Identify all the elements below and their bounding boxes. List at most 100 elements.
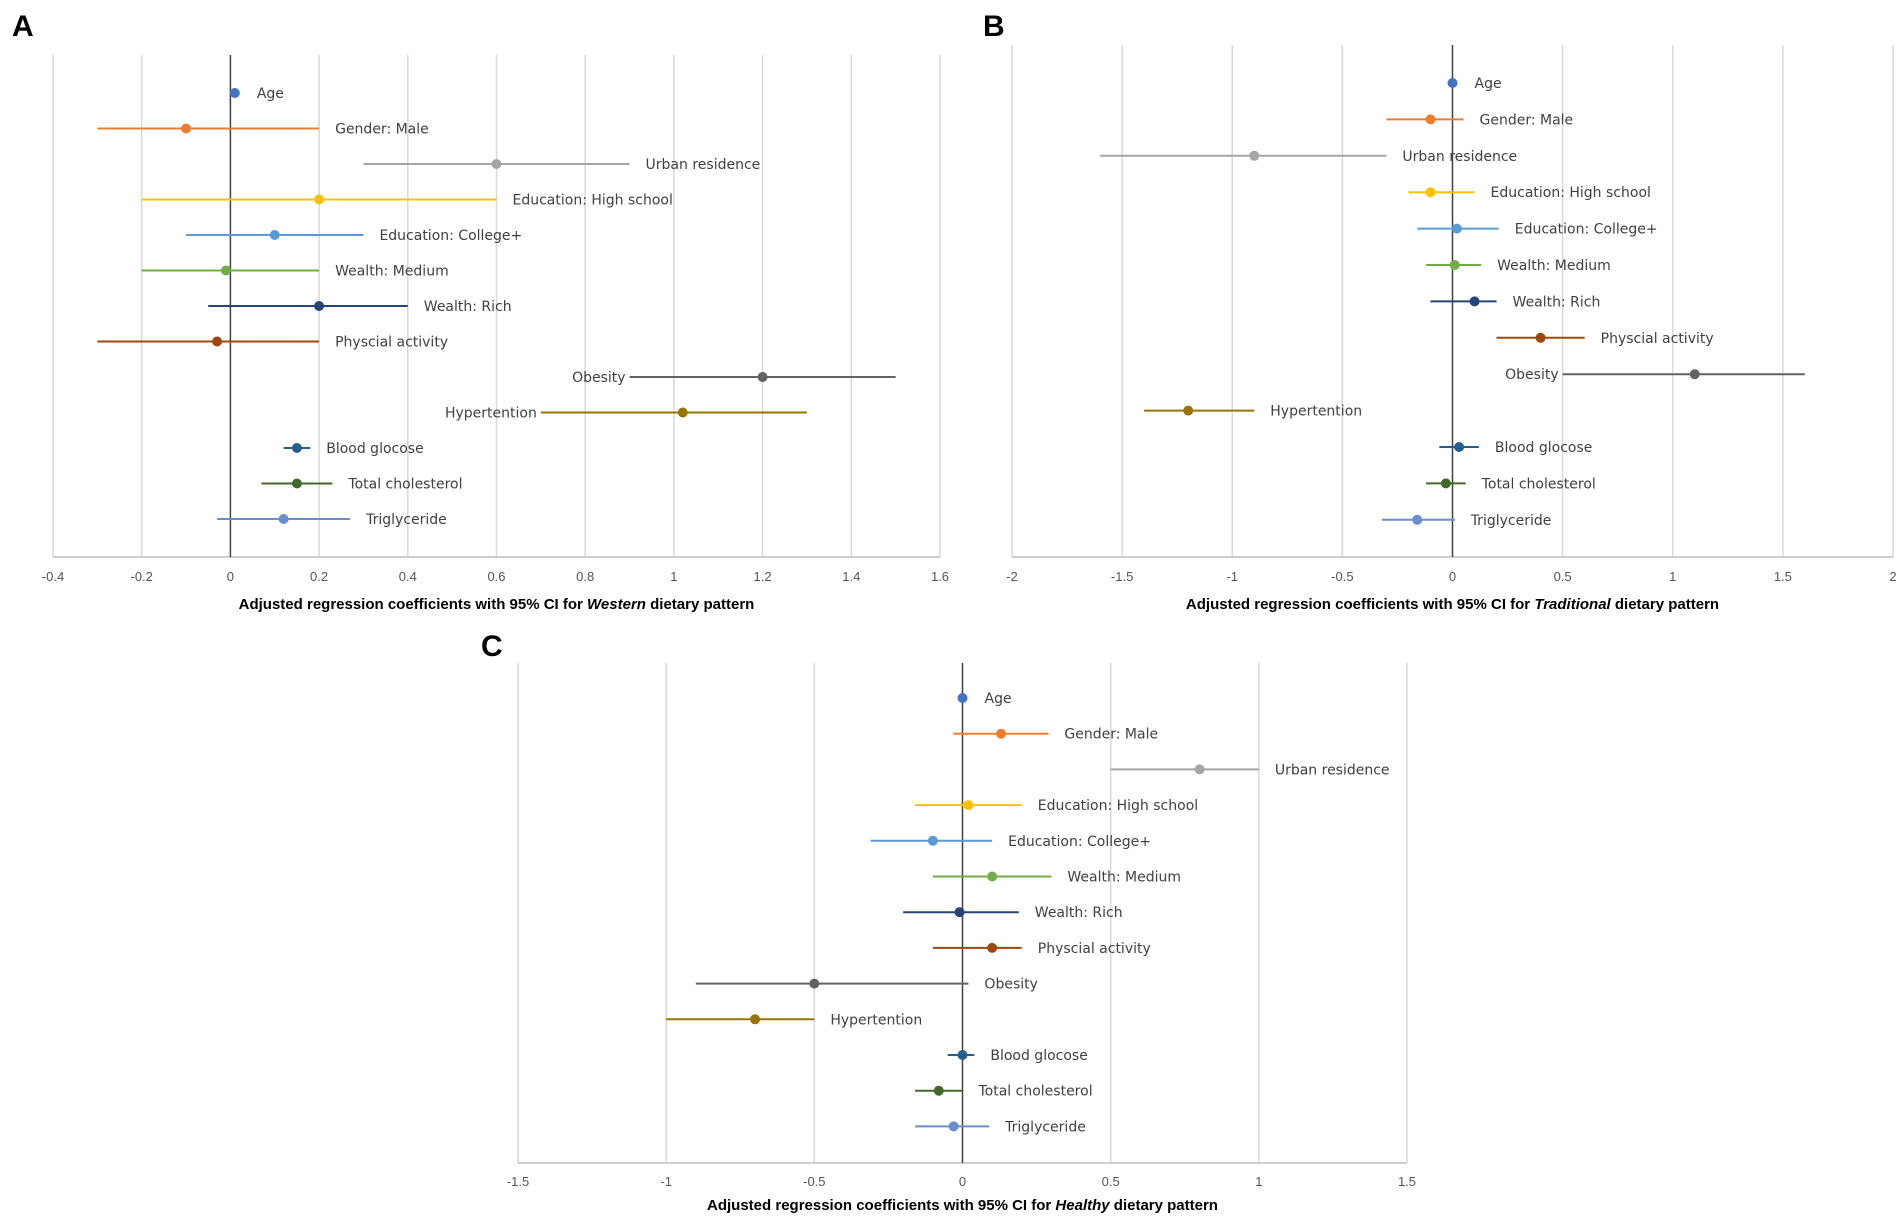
row-education-college-: Education: College+ (870, 834, 1151, 850)
point-estimate (750, 1014, 761, 1025)
row-education-high-school: Education: High school (915, 798, 1198, 814)
x-tick-label: 0 (227, 569, 234, 584)
row-hypertention: Hypertention (445, 406, 807, 422)
x-tick-label: 1.5 (1398, 1174, 1416, 1189)
x-tick-label: 0.6 (487, 569, 505, 584)
point-estimate (1451, 223, 1462, 234)
x-tick-label: -1.5 (1111, 569, 1133, 584)
point-estimate (809, 978, 820, 989)
row-triglyceride: Triglyceride (1382, 513, 1551, 529)
row-triglyceride: Triglyceride (217, 512, 447, 528)
x-tick-label: 0 (1449, 569, 1456, 584)
point-estimate (1449, 260, 1460, 270)
point-estimate (314, 194, 325, 205)
variable-label: Education: College+ (1008, 834, 1151, 850)
row-age: Age (229, 86, 284, 102)
variable-label: Blood glocose (326, 441, 423, 457)
point-estimate (933, 1085, 944, 1096)
x-tick-label: 0.5 (1554, 569, 1572, 584)
panel-b: B -2 -1.5 -1 -0.5 0 0.5 1 1.5 2 Age Gender: Male Urb… (983, 10, 1897, 613)
x-tick-label: -0.2 (130, 569, 152, 584)
variable-label: Physcial activity (335, 335, 448, 351)
row-education-college-: Education: College+ (1417, 222, 1658, 238)
point-estimate (1469, 296, 1480, 307)
variable-label: Urban residence (1402, 149, 1517, 165)
variable-label: Hypertention (445, 406, 537, 422)
row-wealth-rich: Wealth: Rich (903, 905, 1123, 921)
row-obesity: Obesity (572, 370, 896, 386)
point-estimate (963, 800, 974, 811)
point-estimate (987, 871, 998, 882)
variable-label: Education: High school (513, 193, 673, 209)
variable-label: Wealth: Medium (1497, 258, 1611, 274)
variable-label: Gender: Male (335, 122, 429, 138)
row-gender-male: Gender: Male (953, 727, 1158, 743)
row-age: Age (957, 691, 1012, 707)
point-estimate (1440, 478, 1451, 489)
variable-label: Wealth: Rich (1513, 294, 1601, 310)
panel-c: C -1.5 -1 -0.5 0 0.5 1 1.5 Age Gender: Male Urban … (481, 630, 1416, 1214)
x-tick-label: 0.2 (310, 569, 328, 584)
variable-label: Triglyceride (1004, 1119, 1086, 1135)
point-estimate (314, 301, 325, 311)
row-blood-glocose: Blood glocose (283, 441, 424, 457)
row-wealth-rich: Wealth: Rich (1430, 294, 1600, 310)
row-wealth-medium: Wealth: Medium (141, 264, 449, 280)
variable-label: Total cholesterol (978, 1084, 1093, 1100)
variable-label: Age (985, 691, 1012, 707)
row-education-high-school: Education: High school (141, 193, 673, 209)
variable-label: Wealth: Medium (335, 264, 449, 280)
row-urban-residence: Urban residence (1110, 762, 1390, 778)
x-tick-label: -0.5 (803, 1174, 825, 1189)
x-tick-label: -0.5 (1331, 569, 1353, 584)
variable-label: Obesity (1505, 367, 1558, 383)
point-estimate (491, 159, 502, 169)
x-tick-label: 1 (1255, 1174, 1262, 1189)
variable-label: Triglyceride (365, 512, 447, 528)
point-estimate (291, 443, 302, 453)
point-estimate (757, 372, 768, 382)
variable-label: Blood glocose (1495, 440, 1592, 456)
point-estimate (1425, 114, 1436, 125)
row-gender-male: Gender: Male (97, 122, 429, 138)
x-axis-title: Adjusted regression coefficients with 95… (1186, 596, 1719, 613)
point-estimate (1249, 150, 1260, 161)
point-estimate (957, 693, 968, 703)
point-estimate (1412, 514, 1423, 525)
x-tick-label: -1 (1226, 569, 1238, 584)
variable-label: Hypertention (1270, 404, 1362, 420)
row-total-cholesterol: Total cholesterol (1426, 476, 1596, 492)
row-total-cholesterol: Total cholesterol (915, 1084, 1093, 1100)
variable-label: Total cholesterol (1481, 476, 1596, 492)
variable-label: Gender: Male (1064, 727, 1158, 743)
point-estimate (1535, 332, 1546, 343)
row-hypertention: Hypertention (666, 1012, 922, 1028)
variable-label: Gender: Male (1480, 112, 1574, 128)
x-tick-label: -1 (660, 1174, 672, 1189)
point-estimate (1447, 78, 1458, 88)
variable-label: Wealth: Rich (424, 299, 512, 315)
x-tick-label: 1.6 (931, 569, 949, 584)
row-education-high-school: Education: High school (1408, 185, 1651, 201)
row-physcial-activity: Physcial activity (97, 335, 448, 351)
panel-letter: A (12, 10, 34, 43)
x-tick-label: 0.5 (1102, 1174, 1120, 1189)
x-tick-label: 1.2 (754, 569, 772, 584)
variable-label: Hypertention (830, 1012, 922, 1028)
row-urban-residence: Urban residence (1100, 149, 1517, 165)
point-estimate (957, 1050, 968, 1060)
x-axis-title: Adjusted regression coefficients with 95… (239, 596, 755, 613)
x-tick-label: 1.5 (1774, 569, 1792, 584)
variable-label: Blood glocose (990, 1048, 1087, 1064)
row-blood-glocose: Blood glocose (1439, 440, 1592, 456)
point-estimate (291, 478, 302, 489)
row-wealth-medium: Wealth: Medium (932, 870, 1181, 886)
panel-letter: B (983, 10, 1005, 43)
row-obesity: Obesity (1505, 367, 1805, 383)
variable-label: Age (1475, 76, 1502, 92)
point-estimate (927, 835, 938, 846)
x-tick-label: -2 (1006, 569, 1018, 584)
panel-letter: C (481, 630, 503, 663)
x-tick-label: 1.4 (842, 569, 860, 584)
